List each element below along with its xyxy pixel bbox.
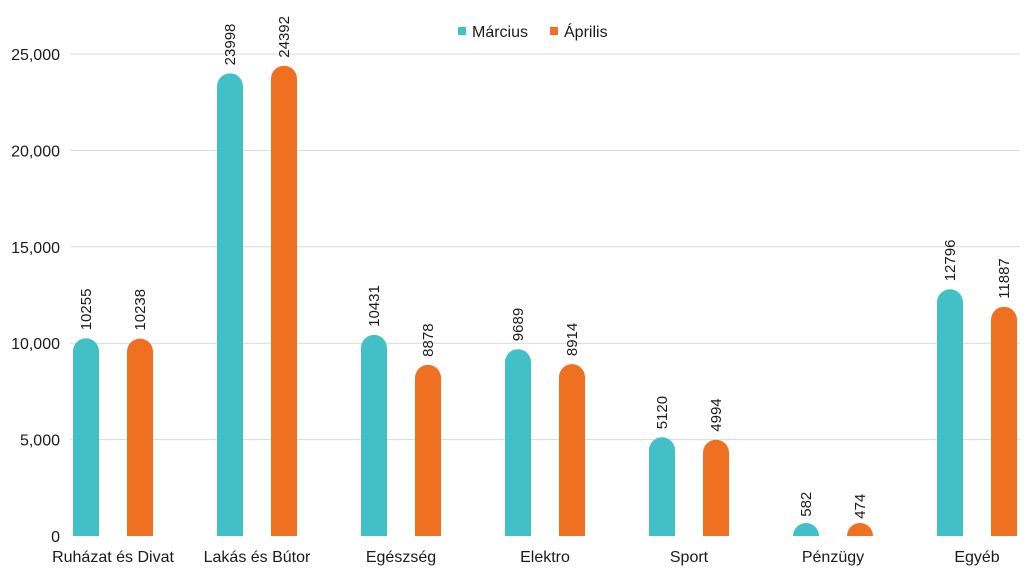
bar-marcius <box>793 523 819 536</box>
y-axis: 0 5,000 10,000 15,000 20,000 25,000 <box>11 47 60 546</box>
y-tick-label: 5,000 <box>20 433 60 450</box>
x-tick-label: Egyéb <box>954 549 999 566</box>
legend-label: Március <box>472 24 528 41</box>
bars <box>73 65 1017 537</box>
bar-marcius <box>73 338 99 536</box>
x-tick-label: Egészség <box>366 549 436 566</box>
data-label: 8878 <box>420 323 437 356</box>
y-tick-label: 25,000 <box>11 47 60 64</box>
bar-aprilis <box>847 523 873 536</box>
bar-marcius <box>217 73 243 537</box>
bar-aprilis <box>991 306 1017 536</box>
legend-swatch <box>550 27 558 35</box>
data-labels: 10255 10238 23998 24392 10431 8878 9689 8914 512… <box>78 16 1013 519</box>
x-tick-label: Pénzügy <box>802 549 864 566</box>
data-label: 582 <box>798 492 815 517</box>
bar-aprilis <box>703 439 729 536</box>
data-label: 11887 <box>996 258 1013 299</box>
data-label: 9689 <box>510 308 527 341</box>
data-label: 10431 <box>366 285 383 327</box>
x-tick-label: Lakás és Bútor <box>204 549 311 566</box>
x-axis: Ruházat és Divat Lakás és Bútor Egészség El… <box>52 549 1000 566</box>
data-label: 8914 <box>564 323 581 356</box>
y-tick-label: 20,000 <box>11 143 60 160</box>
bar-aprilis <box>559 364 585 536</box>
bar-aprilis <box>271 65 297 537</box>
legend-label: Április <box>564 22 608 41</box>
bar-aprilis <box>127 338 153 536</box>
data-label: 23998 <box>222 24 239 66</box>
y-tick-label: 15,000 <box>11 240 60 257</box>
y-tick-label: 0 <box>51 529 60 546</box>
data-label: 12796 <box>942 240 959 282</box>
data-label: 10238 <box>132 289 149 331</box>
data-label: 4994 <box>708 398 725 431</box>
data-label: 10255 <box>78 289 95 331</box>
x-tick-label: Elektro <box>520 549 570 566</box>
data-label: 474 <box>852 494 869 519</box>
bar-marcius <box>505 349 531 536</box>
x-tick-label: Ruházat és Divat <box>52 549 174 566</box>
x-tick-label: Sport <box>670 549 709 566</box>
bar-marcius <box>649 437 675 536</box>
data-label: 5120 <box>654 396 671 429</box>
bar-marcius <box>937 289 963 536</box>
legend-swatch <box>458 27 466 35</box>
legend: Március Április <box>458 22 608 41</box>
bar-aprilis <box>415 364 441 536</box>
data-label: 24392 <box>276 16 293 58</box>
grid-lines <box>70 53 1020 441</box>
y-tick-label: 10,000 <box>11 336 60 353</box>
bar-marcius <box>361 334 387 536</box>
